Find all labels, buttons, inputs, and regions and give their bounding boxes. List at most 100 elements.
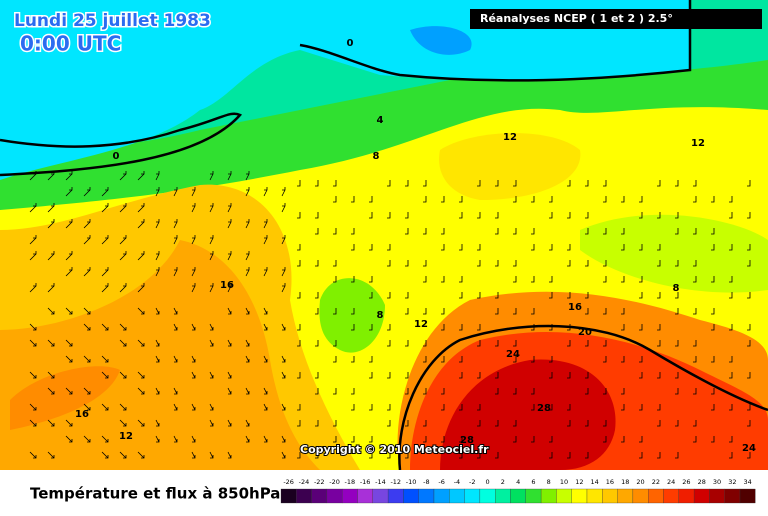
wind-arrow	[29, 339, 37, 347]
wind-arrow	[83, 307, 91, 315]
legend-label: 2	[501, 478, 505, 486]
wind-arrow	[405, 292, 409, 299]
wind-arrow	[351, 308, 355, 315]
wind-arrow	[65, 187, 73, 197]
wind-arrow	[387, 260, 391, 267]
wind-arrow	[603, 260, 607, 267]
wind-arrow	[477, 324, 481, 331]
wind-arrow	[83, 235, 91, 245]
wind-arrow	[477, 420, 481, 427]
wind-arrow	[119, 283, 127, 293]
wind-arrow	[315, 292, 319, 299]
wind-arrow	[245, 339, 250, 347]
wind-arrow	[513, 196, 517, 203]
wind-arrow	[549, 244, 553, 251]
wind-arrow	[729, 436, 733, 443]
legend-label: 4	[516, 478, 520, 486]
wind-arrow	[621, 228, 625, 235]
wind-arrow	[297, 292, 301, 299]
wind-arrow	[333, 260, 337, 267]
wind-arrow	[693, 180, 697, 187]
wind-arrow	[101, 187, 109, 197]
legend-label: -26	[283, 478, 294, 486]
wind-arrow	[621, 356, 625, 363]
legend-label: -2	[469, 478, 475, 486]
legend-label: -6	[438, 478, 444, 486]
wind-arrow	[119, 419, 127, 427]
wind-arrow	[747, 340, 751, 347]
wind-arrow	[369, 436, 373, 443]
legend-swatch	[280, 488, 297, 504]
wind-arrow	[155, 435, 160, 443]
wind-arrow	[281, 267, 286, 277]
wind-arrow	[155, 387, 160, 395]
wind-arrow	[83, 387, 91, 395]
wind-arrow	[513, 228, 517, 235]
wind-arrow	[531, 196, 535, 203]
field-blue	[410, 26, 472, 55]
wind-arrow	[549, 196, 553, 203]
wind-arrow	[173, 403, 178, 411]
wind-arrow	[47, 339, 55, 347]
contour-label: 28	[460, 435, 474, 446]
temperature-field	[0, 0, 768, 471]
wind-arrow	[675, 452, 679, 459]
wind-arrow	[459, 324, 463, 331]
wind-arrow	[137, 171, 145, 181]
wind-arrow	[549, 324, 553, 331]
wind-arrow	[245, 307, 250, 315]
wind-arrow	[603, 276, 607, 283]
wind-arrow	[263, 219, 268, 229]
wind-arrow	[47, 203, 55, 213]
wind-arrow	[209, 403, 214, 411]
wind-arrow	[29, 371, 37, 379]
wind-arrow	[603, 308, 607, 315]
wind-arrow	[351, 404, 355, 411]
wind-arrow	[477, 212, 481, 219]
wind-arrow	[621, 244, 625, 251]
wind-arrow	[351, 228, 355, 235]
legend-label: -16	[360, 478, 371, 486]
wind-arrow	[531, 228, 535, 235]
wind-arrow	[585, 340, 589, 347]
wind-arrow	[227, 307, 232, 315]
contour-label: 8	[673, 283, 680, 294]
wind-arrow	[441, 196, 445, 203]
wind-arrow	[65, 339, 73, 347]
wind-arrow	[495, 308, 499, 315]
wind-arrow	[459, 212, 463, 219]
wind-arrow	[47, 387, 55, 395]
wind-arrow	[191, 371, 196, 379]
contour-label: 12	[503, 132, 517, 143]
contour-label: 24	[742, 443, 756, 454]
wind-arrow	[423, 180, 427, 187]
wind-arrow	[675, 212, 679, 219]
wind-arrow	[245, 219, 250, 229]
wind-arrow	[281, 435, 286, 443]
map-date: Lundi 25 juillet 1983	[14, 11, 211, 31]
wind-arrow	[263, 323, 268, 331]
contour-label: 24	[506, 349, 520, 360]
wind-arrow	[531, 276, 535, 283]
field-cell	[439, 133, 581, 200]
wind-arrow	[351, 356, 355, 363]
wind-arrow	[315, 260, 319, 267]
wind-arrow	[369, 196, 373, 203]
wind-arrow	[137, 203, 145, 213]
wind-arrow	[315, 452, 319, 459]
wind-arrow	[747, 244, 751, 251]
wind-arrow	[495, 228, 499, 235]
wind-arrow	[101, 403, 109, 411]
legend-label: -14	[375, 478, 386, 486]
wind-arrow	[119, 403, 127, 411]
wind-arrow	[227, 203, 232, 213]
wind-arrow	[227, 219, 232, 229]
wind-arrow	[729, 452, 733, 459]
wind-arrow	[191, 267, 196, 277]
wind-arrow	[693, 196, 697, 203]
legend-label: 30	[713, 478, 721, 486]
legend-label: -20	[329, 478, 340, 486]
wind-arrow	[209, 419, 214, 427]
wind-arrow	[711, 324, 715, 331]
wind-arrow	[387, 244, 391, 251]
